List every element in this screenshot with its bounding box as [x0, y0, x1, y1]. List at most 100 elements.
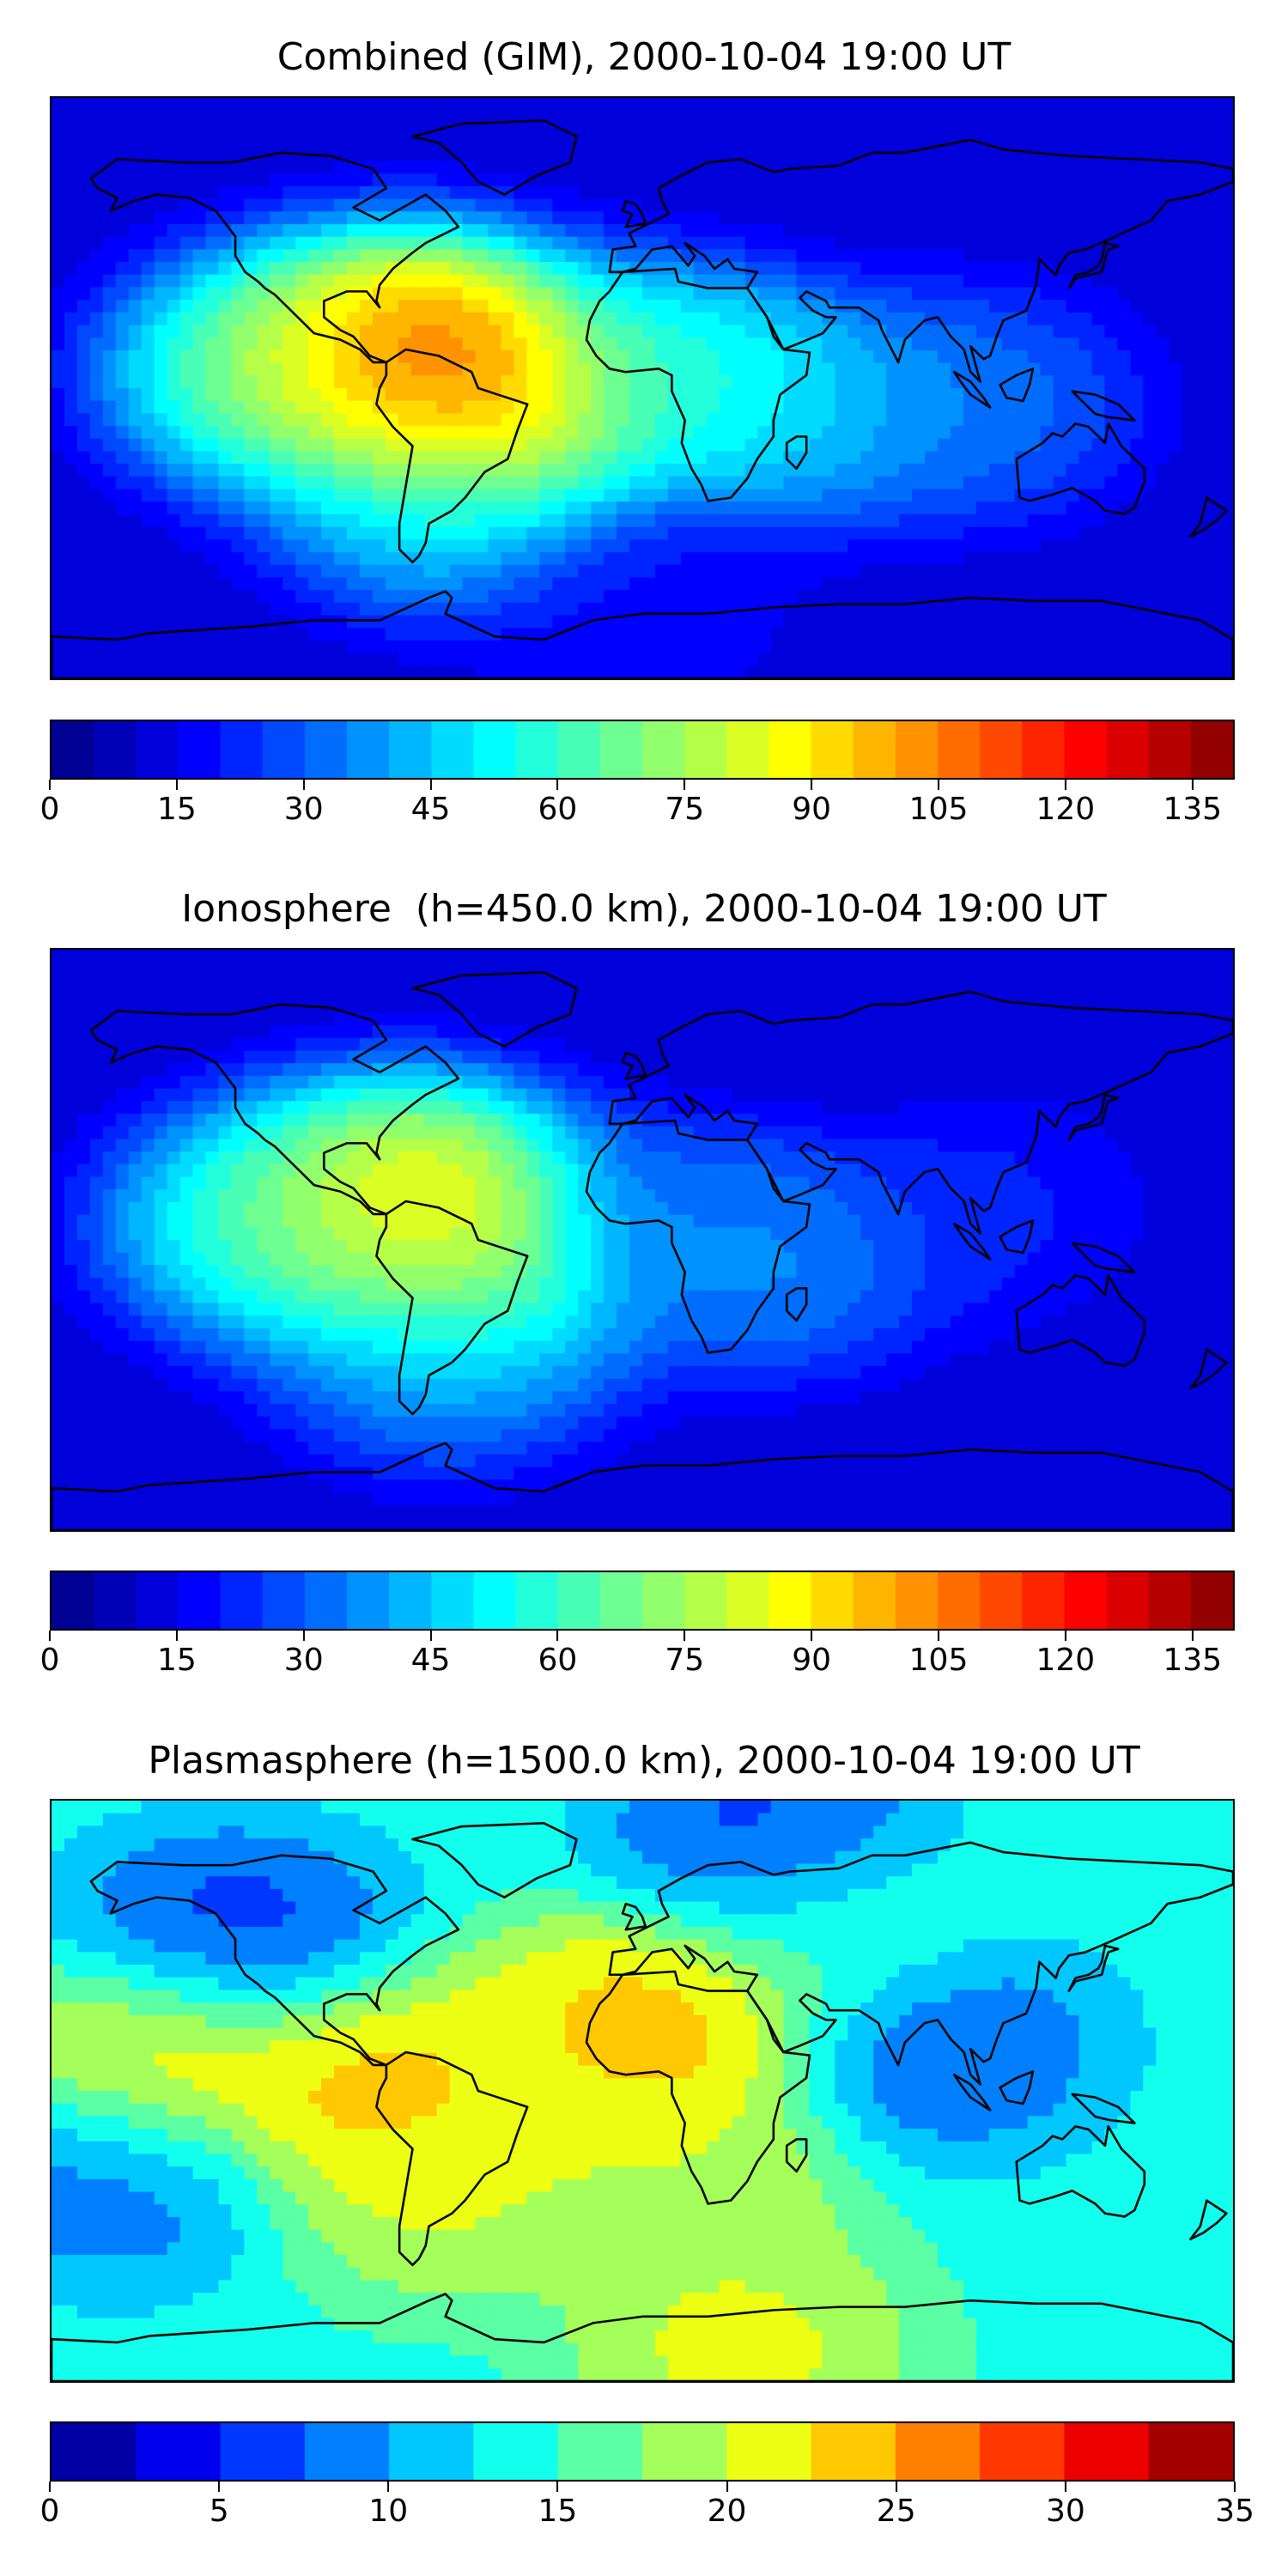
colorbar-tick [556, 780, 559, 790]
combined-map-title: Combined (GIM), 2000-10-04 19:00 UT [276, 35, 1012, 79]
colorbar-level [136, 1572, 179, 1629]
coastline-new-guinea [1071, 1242, 1136, 1273]
colorbar-tick-label: 45 [410, 792, 451, 827]
colorbar-tick [49, 1631, 51, 1641]
colorbar-level [642, 1572, 685, 1629]
colorbar-level [1148, 721, 1192, 778]
colorbar-tick-label: 30 [283, 792, 324, 827]
plasmasphere-colorbar-ticks: 0 5 10 15 20 25 30 35 [40, 2482, 1255, 2533]
coastline-north-america [89, 1003, 460, 1216]
colorbar-tick [938, 780, 939, 790]
colorbar-level [1064, 1572, 1108, 1629]
colorbar-tick-label: 90 [792, 792, 832, 827]
colorbar-tick [302, 780, 305, 790]
coastline-antarctica [52, 590, 1233, 678]
colorbar-level [52, 2423, 137, 2480]
coastline-madagascar [785, 1287, 808, 1322]
coastline-greenland [411, 118, 578, 196]
colorbar-level [1148, 1572, 1192, 1629]
colorbar-level [557, 2423, 643, 2480]
colorbar-tick-label: 60 [538, 1643, 578, 1678]
plasmasphere-map-plot [52, 1801, 1233, 2381]
colorbar-level [895, 721, 939, 778]
colorbar-tick-label: 5 [209, 2494, 229, 2529]
colorbar-tick [1234, 2482, 1236, 2492]
colorbar-tick-label: 25 [876, 2494, 916, 2529]
colorbar-level [304, 1572, 348, 1629]
coastline-madagascar [785, 435, 808, 471]
coastline-borneo [999, 1219, 1035, 1255]
colorbar-tick-label: 75 [665, 792, 705, 827]
colorbar-level [980, 2423, 1065, 2480]
colorbar-level [853, 1572, 896, 1629]
colorbar-tick-label: 45 [410, 1643, 451, 1678]
coastline-north-america [89, 1854, 460, 2067]
coastline-britain [621, 199, 647, 228]
colorbar-level [431, 721, 474, 778]
colorbar-tick [175, 1631, 178, 1641]
colorbar-level [178, 1572, 222, 1629]
ionosphere-map [50, 948, 1235, 1532]
colorbar-tick-label: 20 [707, 2494, 747, 2529]
plasmasphere-colorbar-svg [52, 2423, 1233, 2480]
colorbar-tick-label: 0 [39, 2494, 60, 2529]
ionosphere-map-title: Ionosphere (h=450.0 km), 2000-10-04 19:0… [181, 887, 1107, 931]
colorbar-tick [1064, 1631, 1066, 1641]
coastline-new-zealand [1189, 2199, 1228, 2241]
colorbar-level [811, 1572, 854, 1629]
colorbar-level [726, 721, 769, 778]
ionosphere-colorbar-svg [52, 1572, 1233, 1629]
colorbar-tick-label: 120 [1036, 1643, 1096, 1678]
coastline-new-zealand [1189, 496, 1228, 538]
plasmasphere-colorbar [50, 2421, 1235, 2482]
colorbar-tick [1064, 2482, 1066, 2492]
colorbar-tick [429, 780, 432, 790]
coastline-madagascar [785, 2138, 808, 2173]
colorbar-level [431, 1572, 474, 1629]
colorbar-level [1022, 1572, 1065, 1629]
coastline-africa [585, 267, 811, 502]
plasmasphere-map [50, 1799, 1235, 2383]
colorbar-level [599, 1572, 643, 1629]
colorbar-level [515, 1572, 559, 1629]
coastline-antarctica [52, 2293, 1233, 2381]
colorbar-level [389, 1572, 432, 1629]
coastline-greenland [411, 1821, 578, 1899]
colorbar-tick [811, 1631, 813, 1641]
colorbar-level [473, 2423, 559, 2480]
ionosphere-colorbar-ticks: 0 15 30 45 60 75 90 105 120 135 [40, 1631, 1235, 1682]
colorbar-level [811, 2423, 896, 2480]
colorbar-level [980, 1572, 1023, 1629]
colorbar-level [262, 1572, 306, 1629]
colorbar-level [684, 721, 727, 778]
colorbar-tick [938, 1631, 939, 1641]
colorbar-tick [1191, 780, 1194, 790]
colorbar-level [726, 1572, 769, 1629]
colorbar-level [811, 721, 854, 778]
colorbar-tick-label: 15 [156, 792, 197, 827]
colorbar-tick-label: 15 [156, 1643, 197, 1678]
colorbar-level [769, 1572, 812, 1629]
colorbar-level [557, 1572, 601, 1629]
colorbar-level [1064, 721, 1108, 778]
colorbar-level [52, 721, 94, 778]
colorbar-tick [1191, 1631, 1194, 1641]
colorbar-level [94, 721, 137, 778]
colorbar-tick [387, 2482, 390, 2492]
colorbar-tick [683, 1631, 686, 1641]
colorbar-level [347, 721, 390, 778]
ionosphere-colorbar [50, 1571, 1235, 1631]
coastline-japan [1067, 241, 1120, 289]
colorbar-level [1106, 1572, 1150, 1629]
colorbar-level [304, 2423, 390, 2480]
colorbar-level [178, 721, 222, 778]
colorbar-level [94, 1572, 137, 1629]
colorbar-tick [302, 1631, 305, 1641]
combined-colorbar [50, 720, 1235, 780]
coastline-australia [1015, 422, 1146, 515]
coastline-antarctica [52, 1442, 1233, 1530]
colorbar-tick-label: 120 [1036, 792, 1096, 827]
colorbar-level [473, 721, 517, 778]
coastline-south-america [375, 348, 529, 564]
colorbar-level [642, 2423, 727, 2480]
